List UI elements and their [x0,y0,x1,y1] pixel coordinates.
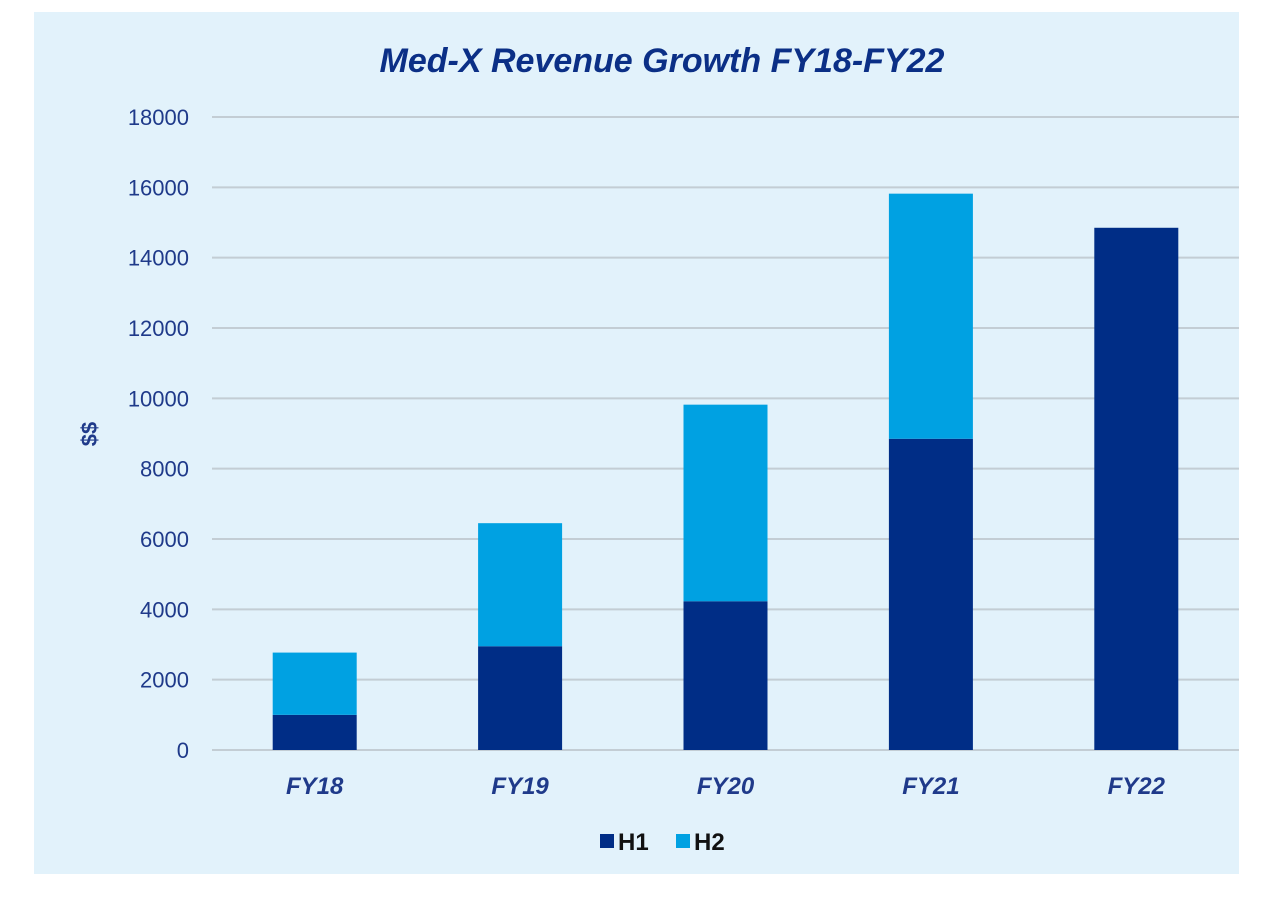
y-tick-label: 10000 [128,386,189,411]
legend-label-h1: H1 [618,829,649,856]
bar-h1-fy20 [683,601,768,750]
legend: H1 H2 [600,829,725,856]
legend-swatch-h1 [600,834,614,848]
x-tick-label: FY20 [697,773,755,800]
bar-h1-fy22 [1094,227,1179,750]
y-tick-label: 18000 [128,105,189,130]
bar-h1-fy21 [888,438,973,750]
x-tick-label: FY19 [491,773,549,800]
y-axis-label: $$ [77,422,102,446]
legend-swatch-h2 [676,834,690,848]
bars [272,193,1179,750]
y-tick-label: 0 [177,738,189,763]
y-tick-label: 16000 [128,175,189,200]
chart-panel: Med-X Revenue Growth FY18-FY22 $$ 0 2000 4… [34,12,1239,874]
chart-title: Med-X Revenue Growth FY18-FY22 [380,42,945,80]
y-tick-label: 12000 [128,316,189,341]
bar-h2-fy19 [478,523,563,647]
y-tick-label: 4000 [140,597,189,622]
bar-h1-fy18 [272,714,357,750]
legend-label-h2: H2 [694,829,725,856]
y-axis-ticks: 0 2000 4000 6000 8000 10000 12000 14000 16000 180… [128,105,189,763]
y-tick-label: 14000 [128,246,189,271]
revenue-chart: Med-X Revenue Growth FY18-FY22 $$ 0 2000 4… [77,42,1239,856]
x-axis-ticks: FY18 FY19 FY20 FY21 FY22 [286,773,1166,800]
bar-h2-fy21 [888,193,973,439]
bar-h1-fy19 [478,646,563,750]
x-tick-label: FY21 [902,773,959,800]
y-tick-label: 6000 [140,527,189,552]
x-tick-label: FY18 [286,773,344,800]
bar-h2-fy20 [683,404,768,602]
y-tick-label: 2000 [140,668,189,693]
bar-h2-fy18 [272,652,357,715]
x-tick-label: FY22 [1108,773,1166,800]
y-tick-label: 8000 [140,457,189,482]
